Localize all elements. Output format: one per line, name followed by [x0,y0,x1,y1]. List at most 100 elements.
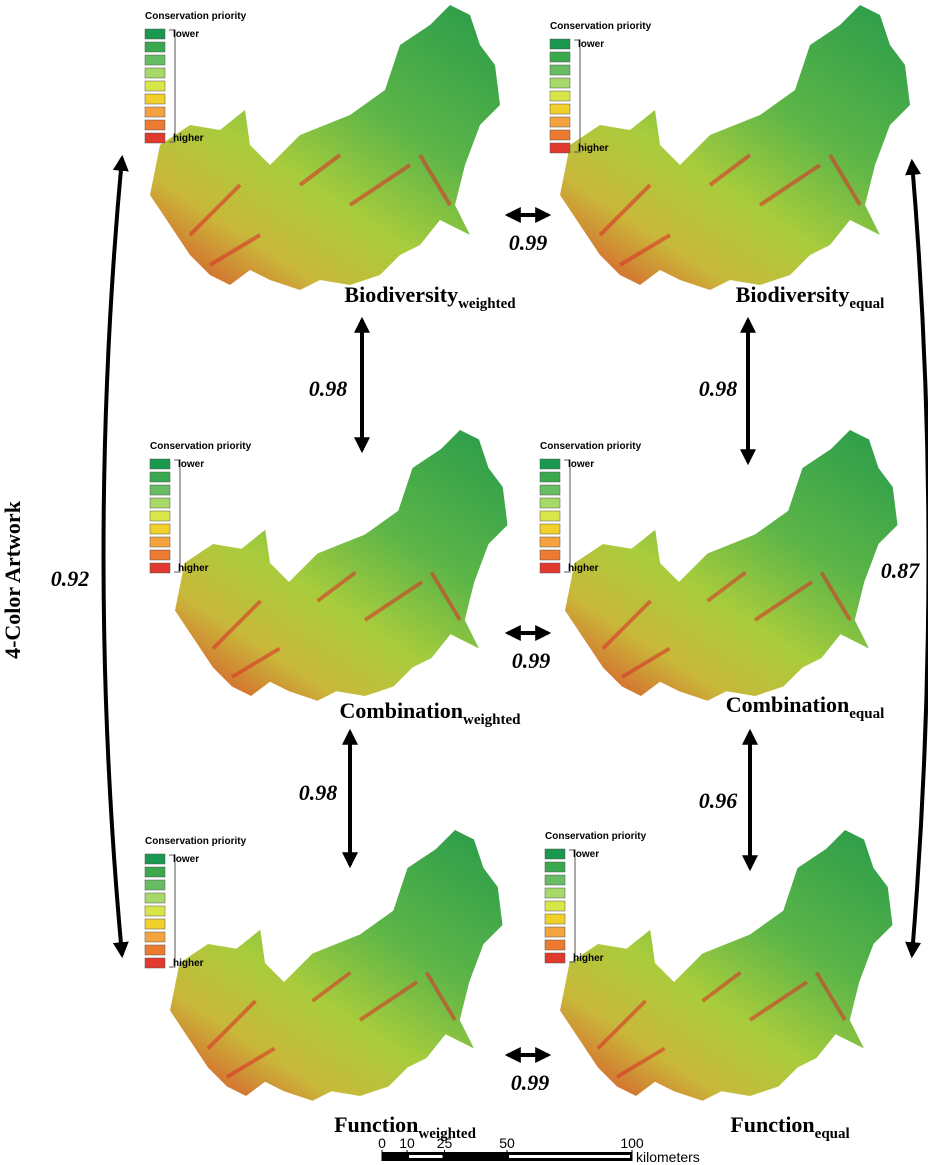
legend-swatch [144,957,166,969]
panel-label: Biodiversityweighted [344,282,516,312]
legend-swatch [144,905,166,917]
legend-title: Conservation priority [145,836,247,847]
panel-name: Combination [726,692,849,717]
legend-swatch [544,926,566,938]
legend-swatch [144,853,166,865]
map-hotspot [701,970,742,1003]
legend-swatch [144,879,166,891]
legend-swatch [144,93,166,105]
legend-swatch [549,77,571,89]
scale-tick-label: 10 [399,1135,415,1151]
legend-swatch [549,142,571,154]
legend-swatch [544,887,566,899]
panel-name: Function [730,1112,814,1137]
panel-name: Biodiversity [736,282,850,307]
map-region [565,430,898,701]
correlation: 0.98 [309,376,348,401]
panel-name: Biodiversity [344,282,458,307]
legend-swatch [539,497,561,509]
legend-low: lower [173,854,199,865]
legend-swatch [539,562,561,574]
legend-swatch [539,458,561,470]
legend-swatch [544,952,566,964]
legend-swatch [144,80,166,92]
panel-name: Combination [340,698,463,723]
map-hotspot [348,163,412,207]
legend-low: lower [173,29,199,40]
map [175,430,508,701]
legend-swatch [539,471,561,483]
scale-tick-label: 100 [620,1135,644,1151]
legend-high: higher [578,143,609,154]
legend-bracket [574,39,581,153]
legend-swatch [144,944,166,956]
map [170,830,503,1101]
map-hotspot [601,599,652,650]
legend-swatch [144,892,166,904]
panel-subscript: equal [849,296,884,312]
map-hotspot [311,970,352,1003]
map-hotspot [298,153,342,187]
map-hotspot [208,233,262,267]
legend-swatch [149,497,171,509]
panel-subscript: equal [815,1126,850,1142]
correlation: 0.99 [512,648,551,673]
legend-swatch [144,41,166,53]
legend-low: lower [578,39,604,50]
legend-bracket [564,459,571,573]
legend-swatch [544,900,566,912]
map-hotspot [616,1046,666,1079]
legend-swatch [149,471,171,483]
legend-swatch [149,510,171,522]
panel-subscript: equal [849,706,884,722]
map [560,830,893,1101]
legend-low: lower [573,849,599,860]
map-hotspot [231,646,281,679]
side-label: 4-Color Artwork [0,500,25,659]
correlation: 0.98 [699,376,738,401]
map-region [560,5,910,290]
legend-low: lower [568,459,594,470]
legend-low: lower [178,459,204,470]
legend-swatch [544,874,566,886]
map-hotspot [819,571,852,621]
panel-subscript: weighted [458,296,516,312]
legend-high: higher [173,958,204,969]
panel-label: Biodiversityequal [736,282,885,312]
map-hotspot [758,163,822,207]
panel-label: Functionequal [730,1112,849,1142]
correlation: 0.99 [511,1070,550,1095]
map-hotspot [418,153,452,207]
map-hotspot [814,971,847,1021]
map-hotspot [188,183,242,237]
map-hotspot [316,570,357,603]
legend-swatch [544,913,566,925]
map-hotspot [596,999,647,1050]
legend-swatch [549,90,571,102]
map-hotspot [226,1046,276,1079]
map-hotspot [358,980,419,1022]
legend-swatch [549,64,571,76]
map-hotspot [424,971,457,1021]
correlation: 0.98 [299,780,338,805]
legend-title: Conservation priority [145,11,247,22]
scale-tick-label: 50 [499,1135,515,1151]
legend-bracket [569,849,576,963]
correlation: 0.92 [51,566,90,591]
map-hotspot [429,571,462,621]
legend-swatch [144,67,166,79]
map-hotspot [363,580,424,622]
legend-swatch [539,523,561,535]
legend-swatch [144,918,166,930]
map-hotspot [211,599,262,650]
map-region [560,830,893,1101]
legend-swatch [149,458,171,470]
map-region [170,830,503,1101]
legend-swatch [539,549,561,561]
correlation: 0.99 [509,230,548,255]
legend-swatch [549,103,571,115]
scale-segment [509,1155,630,1158]
legend-high: higher [573,953,604,964]
legend-high: higher [568,563,599,574]
legend-swatch [144,931,166,943]
